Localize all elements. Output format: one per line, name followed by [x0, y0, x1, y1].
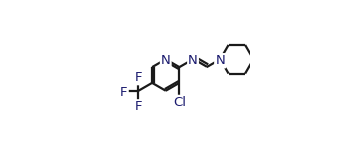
Text: Cl: Cl: [173, 96, 186, 109]
Text: N: N: [188, 54, 198, 67]
Text: N: N: [161, 54, 171, 67]
Text: F: F: [135, 71, 142, 84]
Text: F: F: [120, 86, 128, 99]
Text: N: N: [216, 54, 225, 67]
Text: N: N: [216, 54, 225, 67]
Text: F: F: [135, 100, 142, 113]
